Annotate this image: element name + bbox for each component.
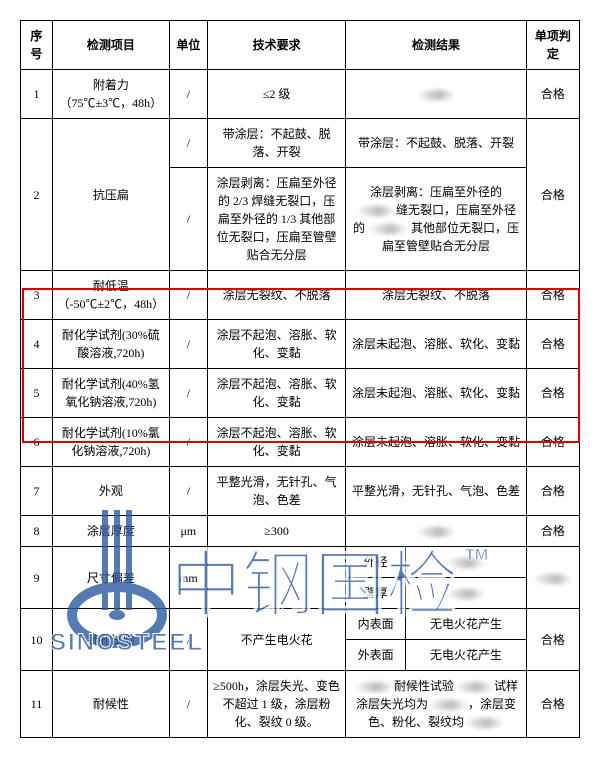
- table-row: 1附着力（75℃±3℃，48h）/≤2 级 合格: [21, 70, 580, 119]
- column-header: 检测项目: [52, 21, 169, 70]
- column-header: 检测结果: [346, 21, 527, 70]
- table-cell: /: [169, 671, 207, 738]
- table-cell: /: [169, 369, 207, 418]
- column-header: 单项判定: [526, 21, 579, 70]
- table-cell: 耐化学试剂(30%硫酸溶液,720h): [52, 320, 169, 369]
- column-header: 序号: [21, 21, 53, 70]
- table-cell: /: [169, 467, 207, 516]
- table-cell: ≤2 级: [208, 70, 346, 119]
- table-cell: /: [169, 418, 207, 467]
- table-cell: 平整光滑，无针孔、气泡、色差: [346, 467, 527, 516]
- table-cell: 涂层未起泡、溶胀、软化、变黏: [346, 369, 527, 418]
- table-cell: 涂层无裂纹、不脱落: [208, 271, 346, 320]
- table-cell: 8: [21, 516, 53, 547]
- table-row: 2抗压扁/带涂层：不起鼓、脱落、开裂带涂层：不起鼓、脱落、开裂合格: [21, 119, 580, 168]
- table-row: 9尺寸偏差mm外径: [21, 547, 580, 578]
- table-cell: 合格: [526, 671, 579, 738]
- table-cell: 耐候性: [52, 671, 169, 738]
- table-cell: 7: [21, 467, 53, 516]
- table-cell: 涂层未起泡、溶胀、软化、变黏: [346, 320, 527, 369]
- table-cell: ≥500h，涂层失光、变色不超过 1 级，涂层粉化、裂纹 0 级。: [208, 671, 346, 738]
- table-cell: [346, 516, 527, 547]
- table-cell: 4: [21, 320, 53, 369]
- table-cell: 涂层不起泡、溶胀、软化、变黏: [208, 320, 346, 369]
- column-header: 技术要求: [208, 21, 346, 70]
- table-cell: /: [169, 320, 207, 369]
- table-row: 8涂层厚度μm≥300 合格: [21, 516, 580, 547]
- table-row: 3耐低温（-50℃±2℃，48h）/涂层无裂纹、不脱落涂层无裂纹、不脱落合格: [21, 271, 580, 320]
- table-cell: ≥300: [208, 516, 346, 547]
- inspection-table: 序号检测项目单位技术要求检测结果单项判定 1附着力（75℃±3℃，48h）/≤2…: [20, 20, 580, 738]
- table-cell: 6: [21, 418, 53, 467]
- table-row: 11耐候性/≥500h，涂层失光、变色不超过 1 级，涂层粉化、裂纹 0 级。耐…: [21, 671, 580, 738]
- table-cell: /: [169, 70, 207, 119]
- table-cell: 涂层未起泡、溶胀、软化、变黏: [346, 418, 527, 467]
- table-cell: 涂层不起泡、溶胀、软化、变黏: [208, 418, 346, 467]
- table-cell: 外径: [346, 547, 527, 578]
- table-cell: 合格: [526, 418, 579, 467]
- table-row: 10针孔试验/不产生电火花内表面无电火花产生合格: [21, 609, 580, 640]
- table-row: 5耐化学试剂(40%氢氧化钠溶液,720h)/涂层不起泡、溶胀、软化、变黏涂层未…: [21, 369, 580, 418]
- table-cell: 合格: [526, 369, 579, 418]
- table-cell: 耐化学试剂(40%氢氧化钠溶液,720h): [52, 369, 169, 418]
- table-cell: 涂层厚度: [52, 516, 169, 547]
- table-cell: 壁厚: [346, 578, 527, 609]
- table-cell: 合格: [526, 516, 579, 547]
- table-cell: 涂层不起泡、溶胀、软化、变黏: [208, 369, 346, 418]
- table-cell: 附着力（75℃±3℃，48h）: [52, 70, 169, 119]
- table-row: 4耐化学试剂(30%硫酸溶液,720h)/涂层不起泡、溶胀、软化、变黏涂层未起泡…: [21, 320, 580, 369]
- table-cell: 1: [21, 70, 53, 119]
- table-cell: 耐候性试验试样涂层失光均为，涂层变色、粉化、裂纹均: [346, 671, 527, 738]
- table-cell: 耐低温（-50℃±2℃，48h）: [52, 271, 169, 320]
- table-cell: μm: [169, 516, 207, 547]
- column-header: 单位: [169, 21, 207, 70]
- table-cell: 合格: [526, 467, 579, 516]
- table-header: 序号检测项目单位技术要求检测结果单项判定: [21, 21, 580, 70]
- table-cell: 合格: [526, 271, 579, 320]
- table-cell: 外表面无电火花产生: [346, 640, 527, 671]
- table-cell: 外观: [52, 467, 169, 516]
- table-cell: 11: [21, 671, 53, 738]
- table-cell: 涂层无裂纹、不脱落: [346, 271, 527, 320]
- table-row: 7外观/平整光滑，无针孔、气泡、色差平整光滑，无针孔、气泡、色差合格: [21, 467, 580, 516]
- table-cell: 合格: [526, 320, 579, 369]
- table-row: 6耐化学试剂(10%氯化钠溶液,720h)/涂层不起泡、溶胀、软化、变黏涂层未起…: [21, 418, 580, 467]
- table-cell: 合格: [526, 70, 579, 119]
- table-cell: /: [169, 271, 207, 320]
- table-cell: [346, 70, 527, 119]
- table-body: 1附着力（75℃±3℃，48h）/≤2 级合格2抗压扁/带涂层：不起鼓、脱落、开…: [21, 70, 580, 738]
- table-cell: 内表面无电火花产生: [346, 609, 527, 640]
- table-cell: 5: [21, 369, 53, 418]
- table-cell: 平整光滑，无针孔、气泡、色差: [208, 467, 346, 516]
- table-cell: 3: [21, 271, 53, 320]
- table-cell: 耐化学试剂(10%氯化钠溶液,720h): [52, 418, 169, 467]
